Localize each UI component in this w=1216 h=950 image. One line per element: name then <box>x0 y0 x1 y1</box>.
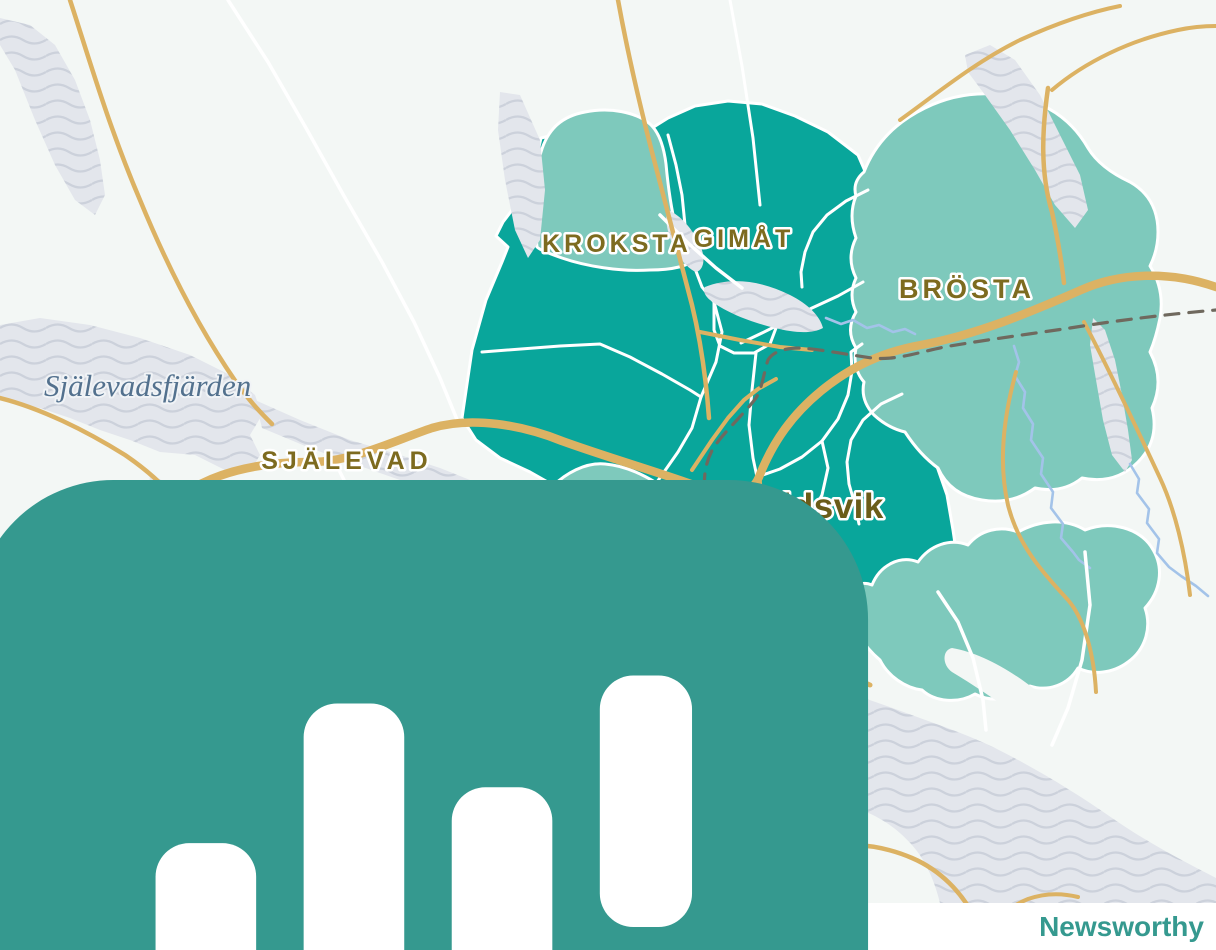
label-gimat: GIMÅT <box>694 224 795 253</box>
region-kroksta <box>533 108 698 272</box>
label-kroksta: KROKSTA <box>542 230 692 258</box>
island-bay-spit <box>944 648 1104 763</box>
water-city-harbor <box>704 281 823 333</box>
water-topright-lake <box>965 45 1088 228</box>
water-kroksta-strip <box>498 92 545 258</box>
road-highway-main <box>0 271 1216 603</box>
label-sjalevad: SJÄLEVAD <box>261 447 433 475</box>
water-sjalevadsfjarden <box>0 318 262 472</box>
label-sjalevadsfjarden: Själevadsfjärden <box>44 368 251 403</box>
label-brosta: BRÖSTA <box>899 274 1035 304</box>
newsworthy-logo-icon <box>0 479 869 950</box>
newsworthy-attribution[interactable]: Newsworthy <box>0 479 1216 950</box>
newsworthy-logo-text: Newsworthy <box>1039 910 1204 942</box>
water-topleft-arm <box>0 18 105 215</box>
